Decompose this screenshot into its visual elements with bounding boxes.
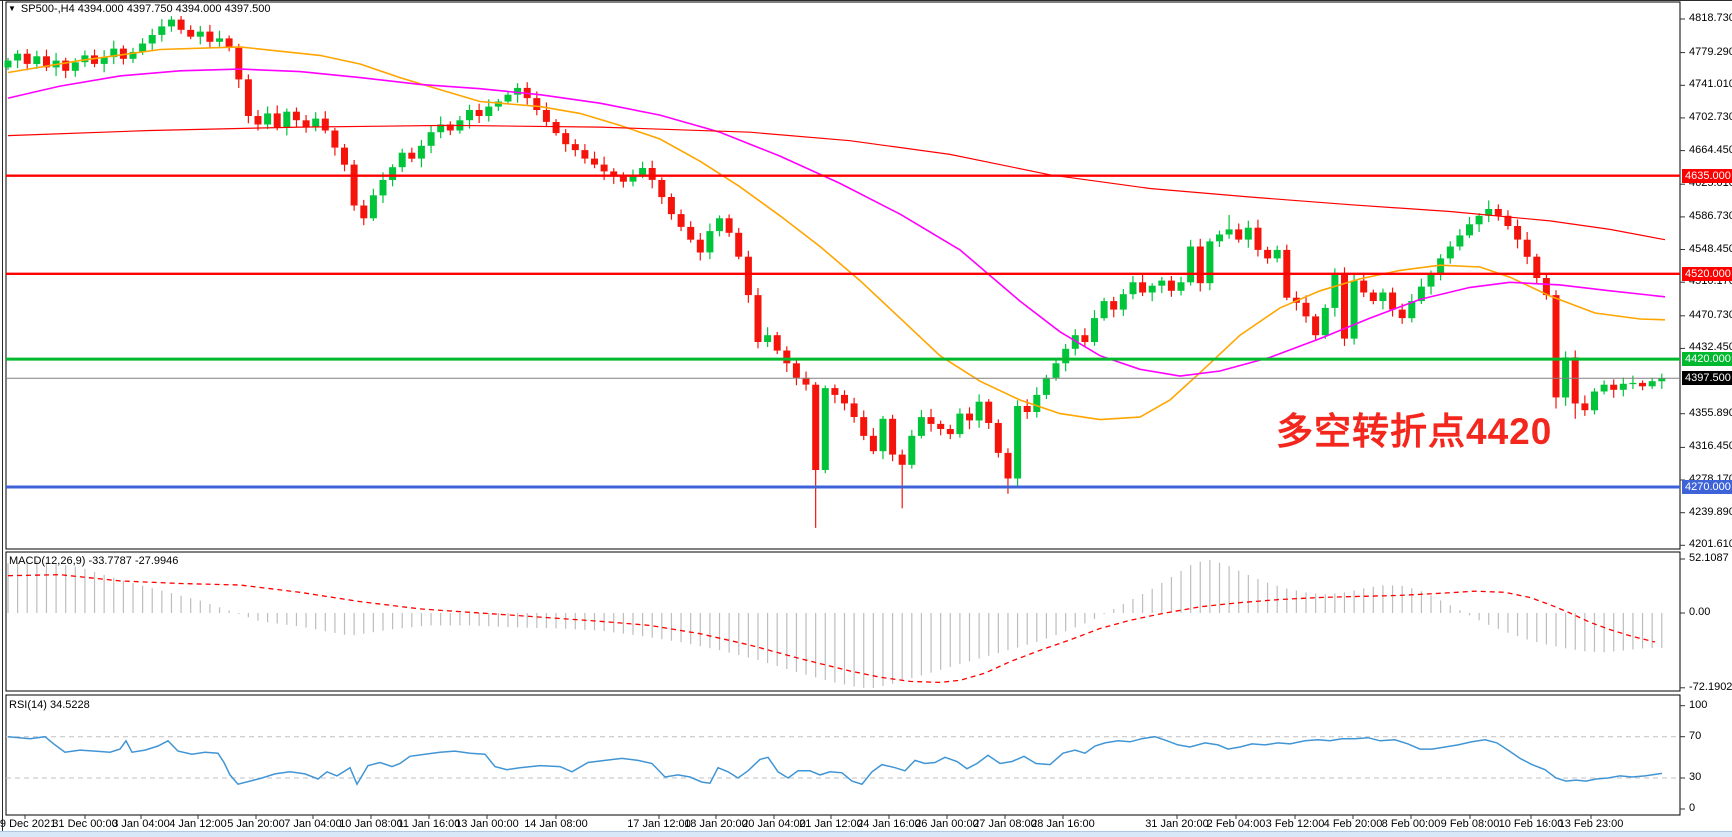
time-axis-label: 18 Jan 20:00 <box>684 818 748 830</box>
ma-mid-magenta <box>7 68 1666 377</box>
time-axis-label: 31 Dec 00:00 <box>52 818 118 830</box>
time-axis-label: 10 Jan 08:00 <box>339 818 403 830</box>
time-axis-label: 7 Jan 04:00 <box>284 818 342 830</box>
rsi-axis-label: 0 <box>1689 802 1696 814</box>
time-axis-label: 24 Jan 16:00 <box>857 818 921 830</box>
rsi-axis-label: 70 <box>1689 730 1702 742</box>
rsi-line <box>7 735 1663 786</box>
time-axis-label: 28 Jan 16:00 <box>1031 818 1095 830</box>
ma-fast-orange <box>7 46 1666 421</box>
macd-histogram <box>7 560 1663 688</box>
macd-axis-label: 0.00 <box>1689 606 1711 618</box>
chart-annotation-text[interactable]: 多空转折点4420 <box>1276 411 1553 452</box>
price-line-label-4635.000: 4635.000 <box>1682 169 1732 183</box>
time-axis-label: 27 Jan 08:00 <box>973 818 1037 830</box>
price-line-label-4270.000: 4270.000 <box>1682 480 1732 494</box>
macd-signal-line <box>7 574 1656 684</box>
price-axis-label: 4201.610 <box>1689 538 1732 550</box>
time-axis-label: 3 Jan 04:00 <box>112 818 170 830</box>
price-line-label-4420.000: 4420.000 <box>1682 352 1732 366</box>
price-axis-label: 4779.290 <box>1689 46 1732 58</box>
price-axis-label: 4664.450 <box>1689 144 1732 156</box>
time-axis-label: 4 Jan 12:00 <box>169 818 227 830</box>
time-axis-label: 5 Jan 20:00 <box>227 818 285 830</box>
price-axis-label: 4239.890 <box>1689 506 1732 518</box>
time-axis-label: 4 Feb 20:00 <box>1323 818 1383 830</box>
ma-slow-red <box>7 124 1666 241</box>
time-axis-label: 10 Feb 16:00 <box>1498 818 1564 830</box>
symbol-ohlc-header: ▼ SP500-,H4 4394.000 4397.750 4394.000 43… <box>8 3 270 15</box>
time-axis-label: 31 Jan 20:00 <box>1145 818 1209 830</box>
window-bottom-edge <box>0 831 1732 837</box>
price-axis-label: 4470.730 <box>1689 309 1732 321</box>
price-axis-label: 4432.450 <box>1689 341 1732 353</box>
rsi-panel[interactable] <box>5 694 1681 816</box>
time-axis-label: 14 Jan 08:00 <box>524 818 588 830</box>
time-axis-label: 13 Jan 00:00 <box>455 818 519 830</box>
time-axis-label: 17 Jan 12:00 <box>627 818 691 830</box>
window-top-edge <box>0 0 1732 1</box>
time-axis-label: 29 Dec 2021 <box>0 818 57 830</box>
price-axis-label: 4818.730 <box>1689 12 1732 24</box>
price-axis-label: 4548.450 <box>1689 243 1732 255</box>
price-line-label-4520.000: 4520.000 <box>1682 267 1732 281</box>
time-axis-label: 13 Feb 23:00 <box>1558 818 1624 830</box>
symbol-ohlc-text: SP500-,H4 4394.000 4397.750 4394.000 439… <box>20 3 271 15</box>
price-axis-label: 4586.730 <box>1689 210 1732 222</box>
rsi-axis-label: 100 <box>1689 699 1708 711</box>
price-line-label-4397.500: 4397.500 <box>1682 371 1732 385</box>
macd-axis-label: 52.1087 <box>1689 552 1729 564</box>
time-axis-label: 9 Feb 08:00 <box>1440 818 1500 830</box>
time-axis-label: 3 Feb 12:00 <box>1265 818 1325 830</box>
time-axis-label: 8 Feb 00:00 <box>1381 818 1441 830</box>
window-left-edge <box>2 0 3 831</box>
time-axis-label: 21 Jan 12:00 <box>799 818 863 830</box>
symbol-dropdown-icon[interactable]: ▼ <box>8 4 16 13</box>
time-axis-label: 20 Jan 04:00 <box>742 818 806 830</box>
price-axis-label: 4741.010 <box>1689 78 1732 90</box>
macd-panel[interactable] <box>5 551 1681 692</box>
time-axis-label: 26 Jan 00:00 <box>915 818 979 830</box>
rsi-axis-label: 30 <box>1689 771 1702 783</box>
time-axis-label: 11 Jan 16:00 <box>397 818 461 830</box>
price-axis-label: 4316.450 <box>1689 440 1732 452</box>
macd-indicator-label: MACD(12,26,9) -33.7787 -27.9946 <box>9 555 179 567</box>
time-axis-label: 2 Feb 04:00 <box>1206 818 1266 830</box>
main-chart-panel[interactable] <box>5 1 1681 550</box>
price-axis-label: 4702.730 <box>1689 111 1732 123</box>
rsi-indicator-label: RSI(14) 34.5228 <box>9 699 90 711</box>
price-axis-label: 4355.890 <box>1689 407 1732 419</box>
macd-axis-label: -72.1902 <box>1689 681 1732 693</box>
